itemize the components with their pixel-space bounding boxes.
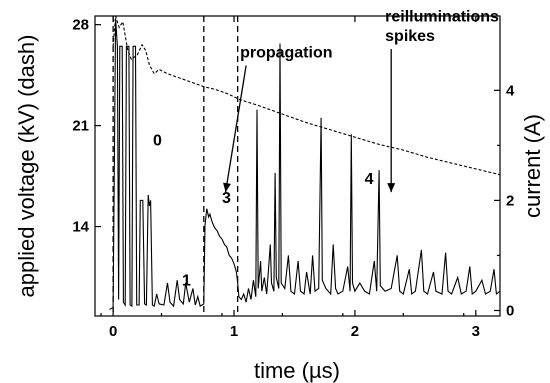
left-tick-label: 28 xyxy=(72,17,89,34)
annotation-label: spikes xyxy=(385,28,435,45)
left-tick-label: 14 xyxy=(72,219,89,236)
x-tick-label: 2 xyxy=(351,323,359,340)
right-tick-label: 4 xyxy=(506,82,515,99)
arrow-shaft xyxy=(224,65,247,193)
arrow-head xyxy=(387,183,396,193)
x-tick-label: 3 xyxy=(472,323,480,340)
right-axis-label: current (A) xyxy=(520,114,545,218)
annotation-label: propagation xyxy=(240,44,332,61)
x-axis-label: time (µs) xyxy=(254,358,340,383)
series-current xyxy=(109,18,501,310)
annotation-label: 1 xyxy=(182,273,191,290)
left-tick-label: 21 xyxy=(72,118,89,135)
annotation-label: 4 xyxy=(365,171,374,188)
x-tick-label: 1 xyxy=(230,323,238,340)
series-applied-voltage xyxy=(112,15,501,176)
annotation-arrows xyxy=(223,49,396,193)
annotation-label: reilluminations xyxy=(385,9,499,26)
right-tick-label: 0 xyxy=(506,302,514,319)
right-tick-label: 2 xyxy=(506,192,514,209)
x-axis-ticks: 0 1 2 3 xyxy=(100,16,480,340)
arrow-head xyxy=(223,182,231,193)
left-axis-label: applied voltage (kV) (dash) xyxy=(14,35,39,298)
x-tick-label: 0 xyxy=(109,323,117,340)
annotations: 0 1 3 4 propagation reilluminations spikes xyxy=(153,9,499,290)
annotation-label: 0 xyxy=(153,132,162,149)
left-axis-ticks: 14 21 28 xyxy=(72,17,101,236)
plot-frame xyxy=(94,15,501,317)
right-axis-ticks: 0 2 4 xyxy=(494,82,515,319)
annotation-label: 3 xyxy=(222,190,231,207)
